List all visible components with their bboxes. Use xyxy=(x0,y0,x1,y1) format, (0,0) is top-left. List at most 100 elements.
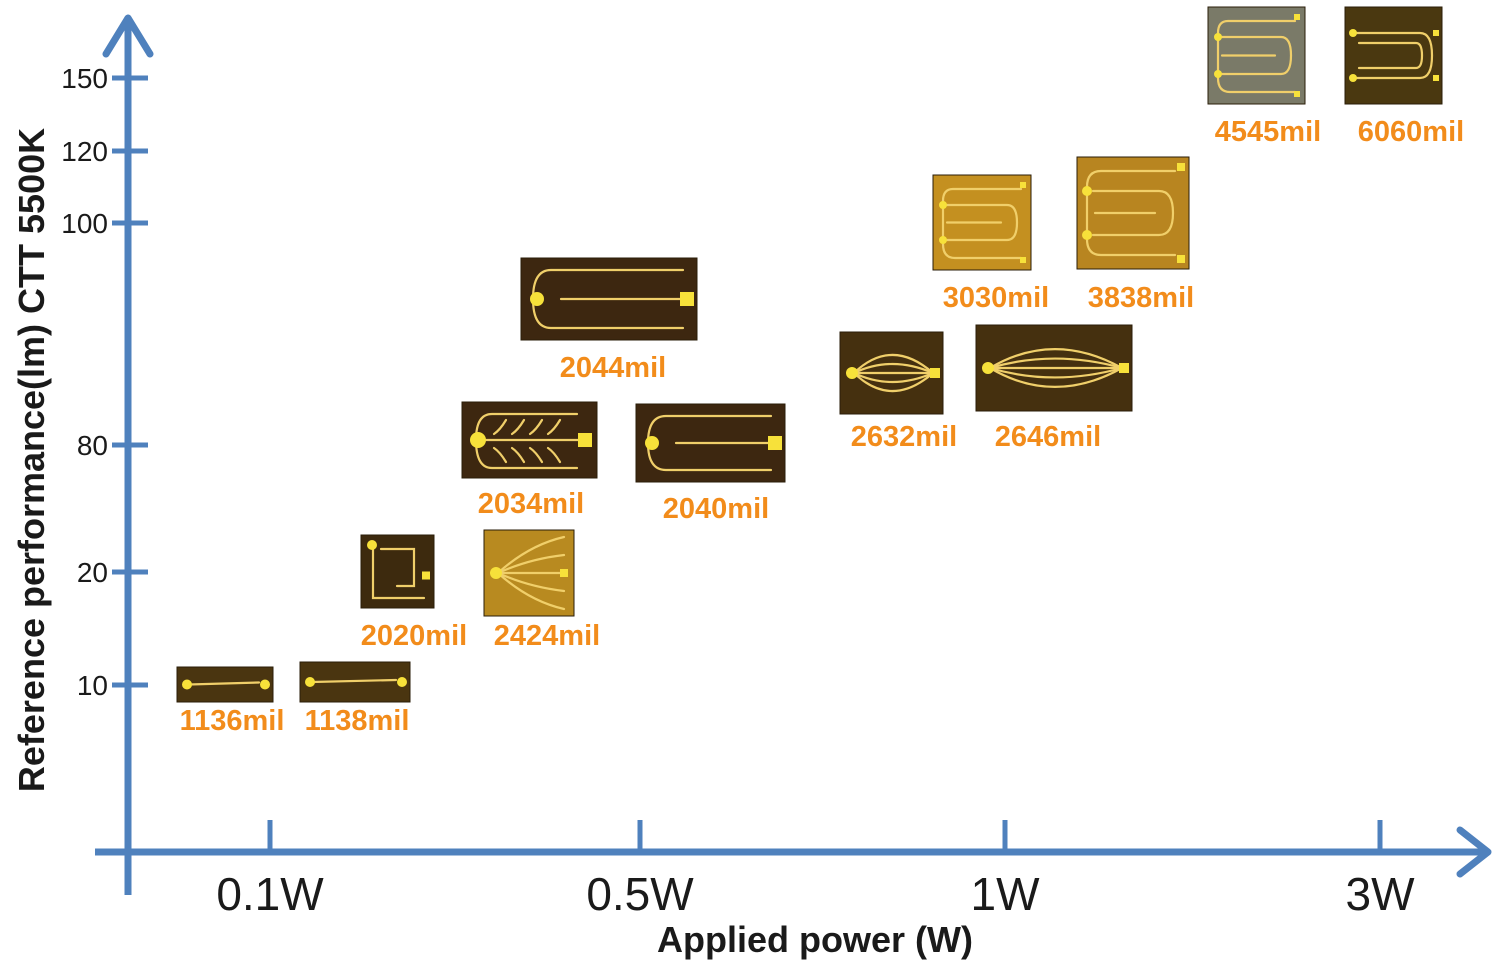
chip-trace xyxy=(496,571,566,593)
chip-trace xyxy=(1216,19,1297,94)
chip-trace xyxy=(988,348,1124,370)
chip-trace xyxy=(852,353,935,375)
chip-pad xyxy=(578,433,592,447)
chip-pad xyxy=(645,436,659,450)
chip-trace xyxy=(510,446,526,464)
chip-pad xyxy=(260,679,270,690)
x-axis-arrow xyxy=(1456,826,1492,878)
y-axis-title: Reference performance(lm) CTT 5500K xyxy=(11,128,52,792)
chip-marker: 2424mil xyxy=(483,529,600,652)
chip-trace xyxy=(941,187,1023,260)
chip-trace xyxy=(492,418,508,436)
chip-pad xyxy=(182,679,192,690)
y-ticks: 10 20 80 100 120 150 xyxy=(61,63,148,701)
y-tick-label: 100 xyxy=(61,208,108,239)
chip-trace xyxy=(1220,35,1293,76)
chip-marker: 1138mil xyxy=(299,661,411,737)
chip-trace xyxy=(492,446,508,464)
chip-pad xyxy=(1177,163,1185,171)
chip-pad xyxy=(1294,14,1300,20)
chip-pad xyxy=(1020,257,1026,263)
chip-trace xyxy=(945,203,1019,242)
chip-trace xyxy=(496,535,566,575)
chip-pad xyxy=(1082,230,1092,240)
chip-pad xyxy=(939,236,947,244)
chip-trace xyxy=(1085,169,1177,257)
chip-pad xyxy=(1119,363,1129,373)
chip-marker: 2020mil xyxy=(360,534,467,652)
chip-pad xyxy=(1433,75,1439,81)
chip-pad xyxy=(1349,74,1357,82)
chip-trace xyxy=(528,446,544,464)
chip-trace xyxy=(310,678,398,684)
chip-pad xyxy=(1020,182,1026,188)
chip-pad xyxy=(1433,30,1439,36)
chip-marker: 1136mil xyxy=(176,666,285,737)
x-axis-title: Applied power (W) xyxy=(657,919,973,960)
chip-trace xyxy=(988,357,1124,370)
chip-marker: 3838mil xyxy=(1076,156,1194,314)
chip-pad xyxy=(1214,33,1222,41)
chip-pad xyxy=(397,677,407,687)
chip-marker: 4545mil xyxy=(1207,6,1321,148)
chip-pad xyxy=(367,540,377,550)
chip-trace xyxy=(371,545,426,600)
x-ticks: 0.1W 0.5W 1W 3W xyxy=(216,820,1415,920)
chip-image xyxy=(1344,6,1443,105)
chip-trace xyxy=(852,371,935,393)
chip-pad xyxy=(305,677,315,687)
chip-trace xyxy=(1353,31,1434,80)
chip-pad xyxy=(1082,186,1092,196)
chip-trace xyxy=(528,418,544,436)
chip-trace xyxy=(546,446,562,464)
chip-marker: 2034mil xyxy=(461,401,598,520)
chip-label: 2034mil xyxy=(478,488,584,520)
chip-marker: 2044mil xyxy=(520,257,698,384)
chip-trace xyxy=(988,366,1124,388)
chip-trace xyxy=(852,371,935,384)
chip-label: 2040mil xyxy=(663,493,769,525)
chip-label: 1136mil xyxy=(180,705,285,737)
chip-trace xyxy=(546,418,562,436)
chip-pad xyxy=(1294,91,1300,97)
chip-label: 6060mil xyxy=(1358,116,1464,148)
chip-pad xyxy=(490,567,502,579)
chip-label: 3030mil xyxy=(943,282,1049,314)
chip-trace xyxy=(1357,41,1424,70)
x-tick-label: 1W xyxy=(971,868,1041,920)
chip-marker: 6060mil xyxy=(1344,6,1464,148)
chip-label: 1138mil xyxy=(305,705,410,737)
chip-pad xyxy=(560,569,568,577)
x-tick-label: 0.5W xyxy=(586,868,694,920)
chip-markers: 1136mil 1138mil 2020mil 2424mil 2034mil 2040m… xyxy=(176,6,1464,737)
y-axis-arrow xyxy=(102,14,154,58)
chip-label: 2646mil xyxy=(995,421,1101,453)
chip-trace xyxy=(852,362,935,375)
chip-pad xyxy=(768,436,782,450)
chip-label: 2632mil xyxy=(851,421,957,453)
chip-marker: 2632mil xyxy=(839,331,957,453)
chip-label: 2020mil xyxy=(361,620,467,652)
chip-trace xyxy=(496,553,566,575)
chip-marker: 2646mil xyxy=(975,324,1133,453)
chip-trace xyxy=(496,571,566,611)
chip-marker: 3030mil xyxy=(932,174,1049,314)
chip-label: 4545mil xyxy=(1215,116,1321,148)
chip-pad xyxy=(1349,29,1357,37)
y-tick-label: 150 xyxy=(61,63,108,94)
chip-label: 2044mil xyxy=(560,352,666,384)
chip-label: 2424mil xyxy=(494,620,600,652)
chip-trace xyxy=(187,681,261,686)
x-tick-label: 0.1W xyxy=(216,868,324,920)
y-tick-label: 10 xyxy=(77,670,108,701)
chip-label: 3838mil xyxy=(1088,282,1194,314)
chip-trace xyxy=(1091,189,1175,237)
chip-pad xyxy=(930,368,940,378)
chip-pad xyxy=(680,292,694,306)
chip-marker: 2040mil xyxy=(635,403,786,525)
chip-pad xyxy=(1214,70,1222,78)
chip-pad xyxy=(422,571,430,580)
y-tick-label: 120 xyxy=(61,136,108,167)
chip-pad xyxy=(982,362,994,374)
